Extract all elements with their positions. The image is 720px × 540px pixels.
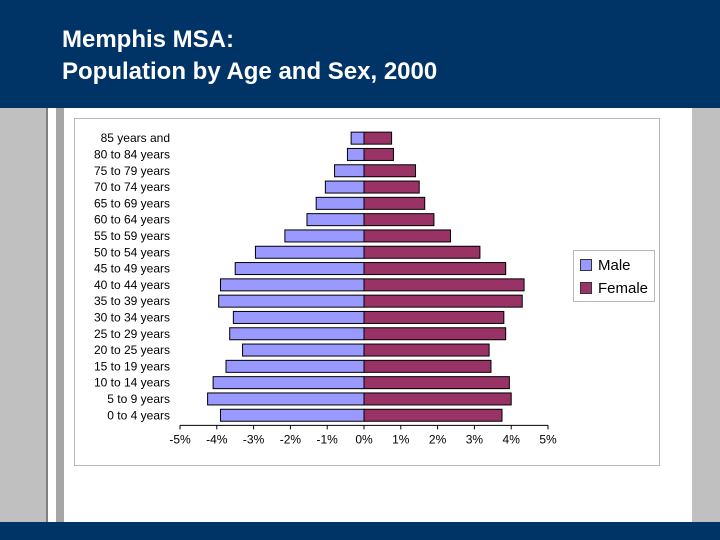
category-label-13: 20 to 25 years (94, 343, 170, 357)
bar-male-8 (234, 262, 365, 276)
bar-male-15 (212, 376, 365, 390)
bar-female-6 (363, 229, 451, 243)
bar-male-16 (207, 392, 365, 406)
legend-swatch-female (580, 282, 592, 294)
bar-female-4 (363, 196, 426, 210)
left-decorative-rule (46, 108, 58, 522)
bar-female-12 (363, 327, 507, 341)
slide-title: Memphis MSA: Population by Age and Sex, … (62, 26, 438, 85)
right-decorative-band (692, 108, 720, 522)
bar-female-9 (363, 278, 525, 292)
category-label-11: 30 to 34 years (94, 310, 170, 324)
bar-male-4 (315, 196, 365, 210)
x-tick-label-2: -3% (243, 432, 265, 446)
bar-female-7 (363, 245, 481, 259)
category-label-3: 70 to 74 years (94, 180, 170, 194)
legend-item-male: Male (580, 255, 631, 275)
bar-male-13 (242, 343, 365, 357)
category-label-5: 60 to 64 years (94, 213, 170, 227)
bar-female-17 (363, 408, 503, 422)
bar-male-10 (218, 294, 365, 308)
legend-swatch-male (580, 259, 592, 271)
bar-male-3 (324, 180, 365, 194)
category-label-12: 25 to 29 years (94, 327, 170, 341)
bar-female-5 (363, 213, 435, 227)
bar-male-17 (219, 408, 365, 422)
category-label-6: 55 to 59 years (94, 229, 170, 243)
x-tick-label-4: -1% (317, 432, 339, 446)
category-label-10: 35 to 39 years (94, 294, 170, 308)
bar-male-6 (284, 229, 365, 243)
category-label-9: 40 to 44 years (94, 278, 170, 292)
x-tick-label-10: 5% (539, 432, 557, 446)
bar-male-7 (254, 245, 365, 259)
category-label-14: 15 to 19 years (94, 359, 170, 373)
legend-item-female: Female (580, 278, 648, 298)
category-label-17: 0 to 4 years (107, 408, 170, 422)
left-decorative-band (0, 108, 46, 522)
bar-female-14 (363, 359, 492, 373)
bar-male-0 (350, 131, 365, 145)
x-tick-label-8: 3% (466, 432, 484, 446)
bar-female-1 (363, 147, 394, 161)
x-tick-label-5: 0% (355, 432, 373, 446)
category-label-8: 45 to 49 years (94, 262, 170, 276)
category-label-1: 80 to 84 years (94, 147, 170, 161)
bar-male-9 (219, 278, 365, 292)
chart-legend: Male Female (573, 250, 655, 302)
x-tick-label-9: 4% (503, 432, 521, 446)
bar-female-3 (363, 180, 420, 194)
x-tick-label-6: 1% (392, 432, 410, 446)
bar-male-11 (232, 310, 365, 324)
slide-header: Memphis MSA: Population by Age and Sex, … (0, 0, 720, 108)
category-label-0: 85 years and (101, 131, 170, 145)
x-tick-label-7: 2% (429, 432, 447, 446)
bar-female-10 (363, 294, 523, 308)
bar-female-11 (363, 310, 505, 324)
category-label-16: 5 to 9 years (107, 392, 170, 406)
bar-female-0 (363, 131, 393, 145)
x-tick-label-3: -2% (280, 432, 302, 446)
bar-female-2 (363, 164, 417, 178)
category-label-2: 75 to 79 years (94, 164, 170, 178)
bar-female-13 (363, 343, 490, 357)
bar-male-14 (225, 359, 365, 373)
left-decorative-stripe (56, 108, 64, 522)
category-label-15: 10 to 14 years (94, 376, 170, 390)
category-label-7: 50 to 54 years (94, 245, 170, 259)
bar-male-2 (334, 164, 365, 178)
legend-label-male: Male (598, 256, 631, 274)
bar-female-16 (363, 392, 512, 406)
bar-female-15 (363, 376, 510, 390)
bar-male-1 (346, 147, 365, 161)
x-tick-label-0: -5% (169, 432, 191, 446)
legend-label-female: Female (598, 279, 649, 297)
bar-male-5 (306, 213, 365, 227)
x-tick-label-1: -4% (206, 432, 228, 446)
category-label-4: 65 to 69 years (94, 196, 170, 210)
slide-footer (0, 522, 720, 540)
bar-male-12 (229, 327, 365, 341)
bar-female-8 (363, 262, 507, 276)
